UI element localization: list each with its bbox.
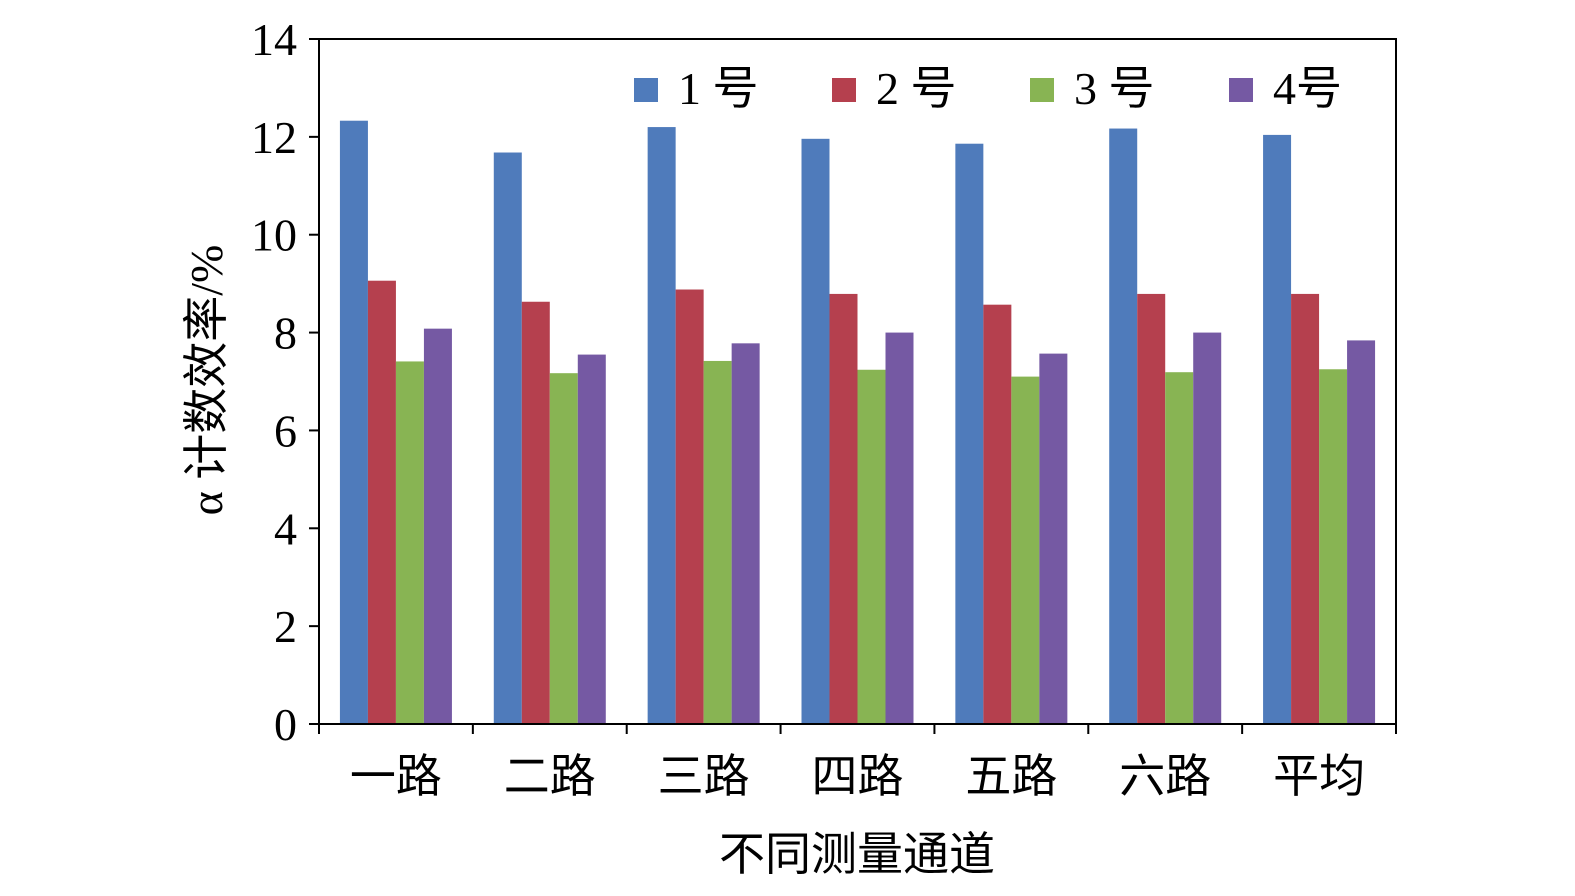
y-tick-label: 8 xyxy=(274,308,297,359)
bar xyxy=(1137,293,1166,724)
legend-label: 4号 xyxy=(1273,63,1342,114)
y-tick-label: 14 xyxy=(251,14,297,65)
x-category-label: 平均 xyxy=(1273,751,1365,802)
bar xyxy=(493,152,522,724)
legend-swatch xyxy=(1229,78,1253,102)
bar xyxy=(1109,128,1138,724)
bar xyxy=(647,127,676,725)
bar xyxy=(1347,340,1376,724)
x-axis-title: 不同测量通道 xyxy=(719,829,995,880)
bar xyxy=(983,304,1012,724)
x-category-label: 二路 xyxy=(504,751,596,802)
x-category-label: 三路 xyxy=(658,751,750,802)
plot-frame xyxy=(318,38,1397,725)
legend-swatch xyxy=(832,78,856,102)
legend-label: 3 号 xyxy=(1074,63,1155,114)
y-tick-label: 10 xyxy=(251,210,297,261)
y-axis: 0 2 4 6 8 10 12 14 xyxy=(251,14,319,750)
bar xyxy=(521,301,550,724)
bar xyxy=(1193,332,1222,724)
bar xyxy=(1039,353,1068,724)
bar xyxy=(885,332,914,724)
x-category-label: 五路 xyxy=(965,751,1057,802)
bar xyxy=(801,138,830,725)
bar xyxy=(1165,372,1194,724)
bar xyxy=(955,143,984,724)
x-axis: 一路 二路 三路 四路 五路 六路 平均 xyxy=(318,724,1397,802)
bar xyxy=(367,280,396,724)
legend-label: 1 号 xyxy=(678,63,759,114)
bar xyxy=(703,360,732,724)
bar xyxy=(1263,134,1292,724)
legend: 1 号 2 号 3 号 4号 xyxy=(634,63,1342,114)
bar xyxy=(423,328,452,724)
bar xyxy=(731,343,760,724)
y-tick-label: 12 xyxy=(251,112,297,163)
bar xyxy=(339,120,368,725)
y-tick-label: 2 xyxy=(274,601,297,652)
y-tick-label: 4 xyxy=(274,503,297,554)
bar xyxy=(577,354,606,724)
bar xyxy=(829,293,858,724)
bar xyxy=(1319,369,1348,724)
bars-layer xyxy=(339,120,1376,725)
y-axis-title: α 计数效率/% xyxy=(181,245,232,516)
bar xyxy=(857,369,886,724)
y-tick-label: 6 xyxy=(274,405,297,456)
x-category-label: 六路 xyxy=(1119,751,1211,802)
bar xyxy=(1291,293,1320,724)
legend-swatch xyxy=(634,78,658,102)
bar xyxy=(549,373,578,724)
y-tick-label: 0 xyxy=(274,699,297,750)
legend-swatch xyxy=(1030,78,1054,102)
legend-label: 2 号 xyxy=(876,63,957,114)
bar xyxy=(675,289,704,724)
bar xyxy=(1011,376,1040,724)
bar xyxy=(395,361,424,724)
x-category-label: 四路 xyxy=(812,751,904,802)
x-category-label: 一路 xyxy=(350,751,442,802)
